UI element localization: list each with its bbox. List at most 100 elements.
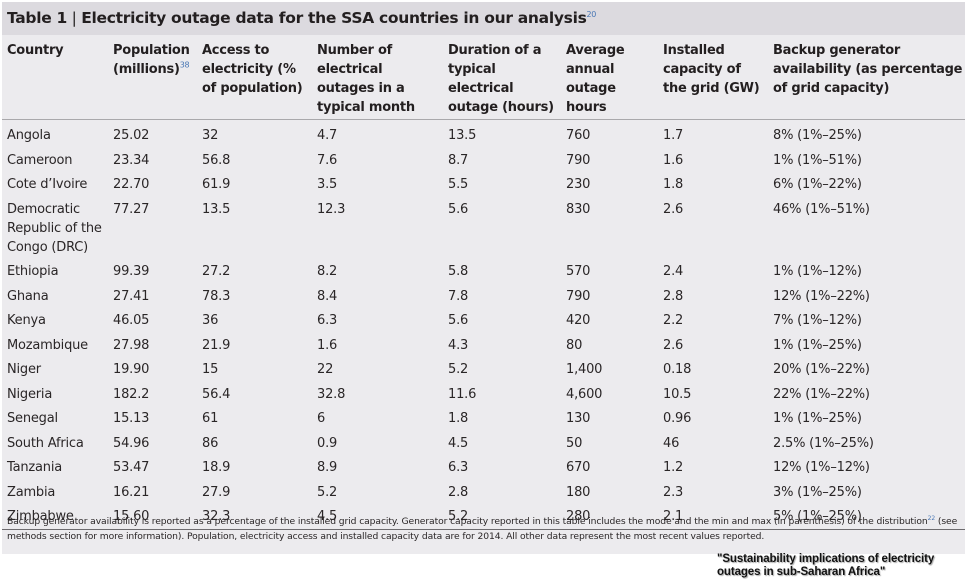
population-cell: 27.41 [113,288,150,304]
table-label: Table 1 [7,9,68,27]
duration-cell: 13.5 [448,128,477,143]
backup-cell: 1% (1%–25%) [773,337,862,353]
outages-cell: 8.4 [317,288,338,304]
footnote-text-1: Backup generator availability is reporte… [7,516,928,527]
access-cell: 21.9 [202,337,231,353]
table-row: Nigeria 182.2 56.4 32.8 11.6 4,600 10.5 22% (1%… [2,382,965,407]
population-cell: 16.21 [113,484,150,500]
backup-cell: 1% (1%–12%) [773,264,862,279]
caption-line-2: outages in sub-Saharan Africa" [717,566,886,578]
duration-cell: 2.8 [448,484,469,500]
table-row: Cameroon 23.34 56.8 7.6 8.7 790 1.6 1% (1%–51%) [2,148,965,173]
outages-cell: 1.6 [317,337,338,353]
table-row: South Africa 54.96 86 0.9 4.5 50 46 2.5% (1%–25… [2,431,965,456]
population-cell: 15.13 [113,411,150,426]
country-cell: Kenya [7,313,46,328]
country-cell: Angola [7,128,51,143]
annual-hours-cell: 4,600 [566,386,603,402]
outage-data-table: Country Population (millions)38 Access to … [2,37,965,530]
title-separator: | [67,9,82,27]
backup-cell: 1% (1%–25%) [773,411,862,426]
table-panel: Table 1 | Electricity outage data for th… [2,2,965,554]
duration-cell: 6.3 [448,460,469,475]
country-cell: Democratic Republic of the Congo (DRC) [7,201,102,255]
backup-cell: 5% (1%–25%) [768,504,965,530]
capacity-cell: 2.2 [663,313,684,328]
duration-cell: 5.2 [448,362,469,377]
access-cell: 15 [202,362,219,377]
table-row: Zimbabwe 15.60 32.3 4.5 5.2 280 2.1 5% (1%–25%) [2,504,965,530]
access-cell: 61.9 [202,177,231,192]
duration-cell: 5.2 [443,504,561,530]
capacity-cell: 2.6 [663,201,684,217]
population-cell: 22.70 [113,177,150,192]
country-cell: Nigeria [7,386,53,402]
duration-cell: 5.8 [448,264,469,279]
annual-hours-cell: 420 [566,313,591,328]
backup-cell: 3% (1%–25%) [773,484,862,500]
capacity-cell: 0.18 [663,362,692,377]
column-header: Duration of a typical electrical outage … [443,37,561,120]
table-row: Democratic Republic of the Congo (DRC) 77… [2,197,965,260]
outages-cell: 4.7 [317,128,338,143]
country-cell: Cote d’Ivoire [7,177,88,192]
table-title-text: Electricity outage data for the SSA coun… [81,9,587,27]
column-header: Number of electrical outages in a typica… [312,37,443,120]
population-cell: 46.05 [113,313,150,328]
country-cell: South Africa [7,435,84,451]
annual-hours-cell: 790 [566,152,591,168]
annual-hours-cell: 830 [566,201,591,217]
column-header-label: Backup generator availability (as percen… [773,43,963,96]
access-cell: 13.5 [202,201,231,217]
footnote-reference-link[interactable]: 22 [927,514,936,522]
backup-cell: 1% (1%–51%) [773,152,862,168]
outages-cell: 32.8 [317,386,346,402]
outages-cell: 6 [317,411,326,426]
column-header: Average annual outage hours [561,37,658,120]
outages-cell: 4.5 [312,504,443,530]
duration-cell: 5.5 [448,177,469,192]
table-row: Niger 19.90 15 22 5.2 1,400 0.18 20% (1%–22%) [2,357,965,382]
annual-hours-cell: 50 [566,435,583,451]
outages-cell: 7.6 [317,152,338,168]
annual-hours-cell: 80 [566,337,583,353]
country-cell: Mozambique [7,337,88,353]
access-cell: 56.8 [202,152,231,168]
table-row: Senegal 15.13 61 6 1.8 130 0.96 1% (1%–25%) [2,406,965,431]
annual-hours-cell: 570 [566,264,591,279]
population-cell: 99.39 [113,264,150,279]
duration-cell: 8.7 [448,152,469,168]
duration-cell: 5.6 [448,201,469,217]
capacity-cell: 2.6 [663,337,684,353]
capacity-cell: 1.2 [663,460,684,475]
capacity-cell: 46 [663,435,680,451]
population-cell: 77.27 [113,201,150,217]
column-header: Backup generator availability (as percen… [768,37,965,120]
table-row: Ethiopia 99.39 27.2 8.2 5.8 570 2.4 1% (1%–12%) [2,259,965,284]
outages-cell: 12.3 [317,201,346,217]
title-reference-link[interactable]: 20 [586,9,597,19]
outages-cell: 8.2 [317,264,338,279]
capacity-cell: 2.1 [658,504,768,530]
duration-cell: 4.5 [448,435,469,451]
backup-cell: 6% (1%–22%) [773,177,862,192]
country-cell: Niger [7,362,41,377]
duration-cell: 1.8 [448,411,469,426]
table-footnote: Backup generator availability is reporte… [7,514,962,544]
table-title-bar: Table 1 | Electricity outage data for th… [2,2,965,35]
table-row: Kenya 46.05 36 6.3 5.6 420 2.2 7% (1%–12%) [2,308,965,333]
annual-hours-cell: 180 [566,484,591,500]
table-row: Mozambique 27.98 21.9 1.6 4.3 80 2.6 1% (1%–25%… [2,333,965,358]
column-header-label: Duration of a typical electrical outage … [448,43,554,115]
column-header-label: Population (millions) [113,43,190,77]
column-header-label: Country [7,43,64,58]
country-cell: Ghana [7,288,49,304]
capacity-cell: 2.3 [663,484,684,500]
population-cell: 27.98 [113,337,150,353]
table-body: Angola 25.02 32 4.7 13.5 760 1.7 8% (1%–25%) Cam… [2,120,965,530]
annual-hours-cell: 670 [566,460,591,475]
backup-cell: 7% (1%–12%) [773,313,862,328]
capacity-cell: 1.6 [663,152,684,168]
country-cell: Cameroon [7,152,73,168]
column-reference-link[interactable]: 38 [179,60,190,70]
